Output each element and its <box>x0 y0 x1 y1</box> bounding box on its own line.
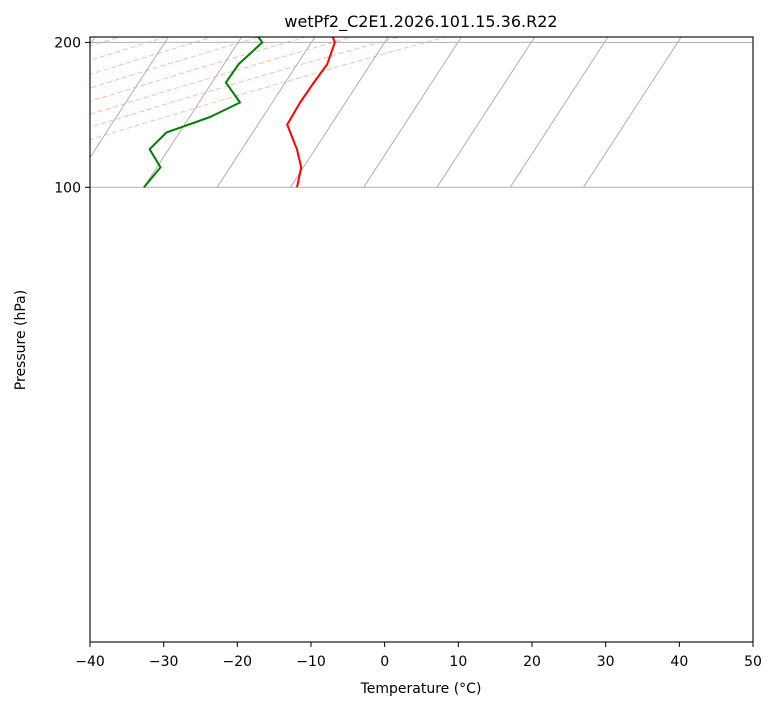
isotherm-line <box>90 37 96 46</box>
plot-area: -100-90-80-70-60-50-40-30-20-10010203040… <box>0 0 753 188</box>
skewed-isotherms <box>0 0 682 188</box>
x-axis-label: Temperature (°C) <box>360 681 482 697</box>
isotherm-line <box>0 0 97 187</box>
isobar-gridlines <box>90 41 753 188</box>
x-tick-label: −30 <box>149 654 179 670</box>
isotherm-line <box>0 0 244 187</box>
sounding-profiles <box>143 37 336 188</box>
isotherm-line <box>509 37 609 188</box>
chart-title: wetPf2_C2E1.2026.101.15.36.R22 <box>284 12 557 32</box>
isotherm-line <box>583 37 682 188</box>
y-axis-ticks: 1002003004005006007008009001000 <box>54 35 90 196</box>
dewpoint-profile <box>143 37 264 188</box>
x-tick-label: −10 <box>296 654 326 670</box>
isotherm-line <box>290 37 389 188</box>
x-tick-label: 50 <box>744 654 762 670</box>
y-tick-label: 100 <box>54 180 81 196</box>
dry-adiabat <box>0 0 269 187</box>
x-tick-label: −20 <box>223 654 253 670</box>
x-axis-ticks: −40 −30 −20 −10 0 10 20 30 40 50 <box>75 642 762 670</box>
x-tick-label: 40 <box>670 654 688 670</box>
plot-frame <box>89 36 754 643</box>
x-tick-label: 10 <box>449 654 467 670</box>
isotherm-line <box>0 0 24 187</box>
dry-adiabat <box>0 0 194 187</box>
isotherm-line <box>436 37 536 188</box>
isotherm-line <box>90 37 169 159</box>
isotherm-line <box>216 37 316 188</box>
x-tick-label: 0 <box>380 654 389 670</box>
isotherm-line <box>0 0 170 187</box>
y-axis-label: Pressure (hPa) <box>13 290 29 390</box>
x-tick-label: 30 <box>597 654 615 670</box>
temperature-profile <box>286 37 336 188</box>
y-tick-label: 200 <box>54 35 81 51</box>
x-tick-label: −40 <box>75 654 105 670</box>
isotherm-line <box>363 37 462 188</box>
x-tick-label: 20 <box>523 654 541 670</box>
isotherm-line <box>143 37 243 188</box>
